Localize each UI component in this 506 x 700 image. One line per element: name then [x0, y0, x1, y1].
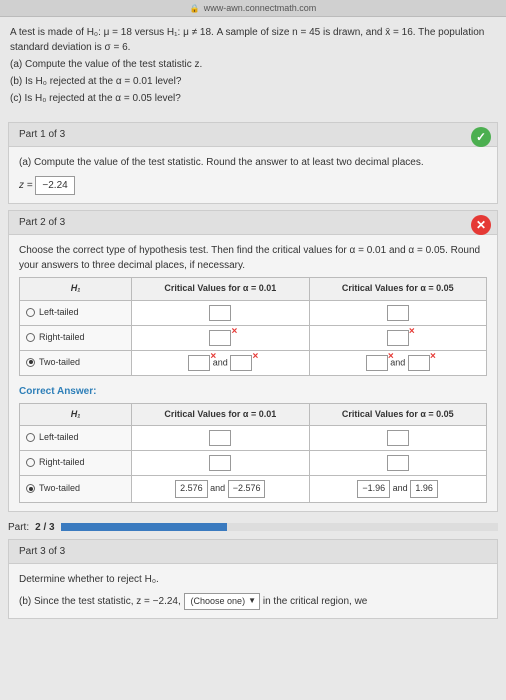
- correct-answer-label: Correct Answer:: [19, 384, 487, 399]
- row-left[interactable]: Left-tailed: [20, 300, 132, 325]
- ca-right-05: [309, 451, 486, 476]
- problem-b: (b) Is H₀ rejected at the α = 0.01 level…: [10, 74, 496, 89]
- correct-answer-table: H₁ Critical Values for α = 0.01 Critical…: [19, 403, 487, 503]
- choose-one-select[interactable]: (Choose one): [184, 593, 261, 611]
- progress-row: Part: 2 / 3: [8, 522, 498, 533]
- row-right[interactable]: Right-tailed: [20, 325, 132, 350]
- part1-title: Part 1 of 3: [19, 129, 65, 140]
- progress-fill: [61, 523, 227, 531]
- ca-row-two: Two-tailed: [20, 476, 132, 503]
- part2-section: Part 2 of 3 ✕ Choose the correct type of…: [8, 210, 498, 512]
- part1-header: Part 1 of 3 ✓: [9, 123, 497, 147]
- x-icon: ✕: [471, 215, 491, 235]
- ca-two-05: −1.96 and 1.96: [309, 476, 486, 503]
- cell-two-01[interactable]: × and ×: [132, 350, 309, 375]
- row-two[interactable]: Two-tailed: [20, 350, 132, 375]
- part1-section: Part 1 of 3 ✓ (a) Compute the value of t…: [8, 122, 498, 204]
- ca-left-01: [132, 426, 309, 451]
- ca-col-alpha05: Critical Values for α = 0.05: [309, 403, 486, 426]
- part2-header: Part 2 of 3 ✕: [9, 211, 497, 235]
- part3-section: Part 3 of 3 Determine whether to reject …: [8, 539, 498, 620]
- part3-line: (b) Since the test statistic, z = −2.24,: [19, 596, 181, 607]
- part3-title: Part 3 of 3: [19, 546, 65, 557]
- col-alpha05: Critical Values for α = 0.05: [309, 278, 486, 301]
- z-label: z =: [19, 180, 33, 191]
- lock-icon: 🔒: [190, 4, 200, 13]
- cell-left-01[interactable]: [132, 300, 309, 325]
- part2-title: Part 2 of 3: [19, 217, 65, 228]
- problem-a: (a) Compute the value of the test statis…: [10, 57, 496, 72]
- student-answer-table: H₁ Critical Values for α = 0.01 Critical…: [19, 277, 487, 376]
- ca-row-right: Right-tailed: [20, 451, 132, 476]
- problem-intro: A test is made of H₀: μ = 18 versus H₁: …: [10, 25, 496, 55]
- ca-right-01: [132, 451, 309, 476]
- part3-prompt: Determine whether to reject H₀.: [19, 572, 487, 587]
- cell-right-05[interactable]: ×: [309, 325, 486, 350]
- part3-rest: in the critical region, we: [263, 596, 368, 607]
- col-alpha01: Critical Values for α = 0.01: [132, 278, 309, 301]
- ca-row-left: Left-tailed: [20, 426, 132, 451]
- check-icon: ✓: [471, 127, 491, 147]
- progress-bar[interactable]: [61, 523, 498, 531]
- progress-label: Part:: [8, 522, 29, 533]
- problem-c: (c) Is H₀ rejected at the α = 0.05 level…: [10, 91, 496, 106]
- ca-two-01: 2.576 and −2.576: [132, 476, 309, 503]
- part1-prompt: (a) Compute the value of the test statis…: [19, 155, 487, 170]
- cell-left-05[interactable]: [309, 300, 486, 325]
- ca-col-alpha01: Critical Values for α = 0.01: [132, 403, 309, 426]
- cell-two-05[interactable]: × and ×: [309, 350, 486, 375]
- part2-prompt: Choose the correct type of hypothesis te…: [19, 243, 487, 273]
- cell-right-01[interactable]: ×: [132, 325, 309, 350]
- problem-statement: A test is made of H₀: μ = 18 versus H₁: …: [0, 17, 506, 116]
- progress-value: 2 / 3: [35, 522, 54, 533]
- z-value-input[interactable]: −2.24: [35, 176, 74, 195]
- col-h1: H₁: [20, 278, 132, 301]
- part3-header: Part 3 of 3: [9, 540, 497, 564]
- url-bar: 🔒 www-awn.connectmath.com: [0, 0, 506, 17]
- ca-col-h1: H₁: [20, 403, 132, 426]
- ca-left-05: [309, 426, 486, 451]
- url-text: www-awn.connectmath.com: [204, 3, 317, 13]
